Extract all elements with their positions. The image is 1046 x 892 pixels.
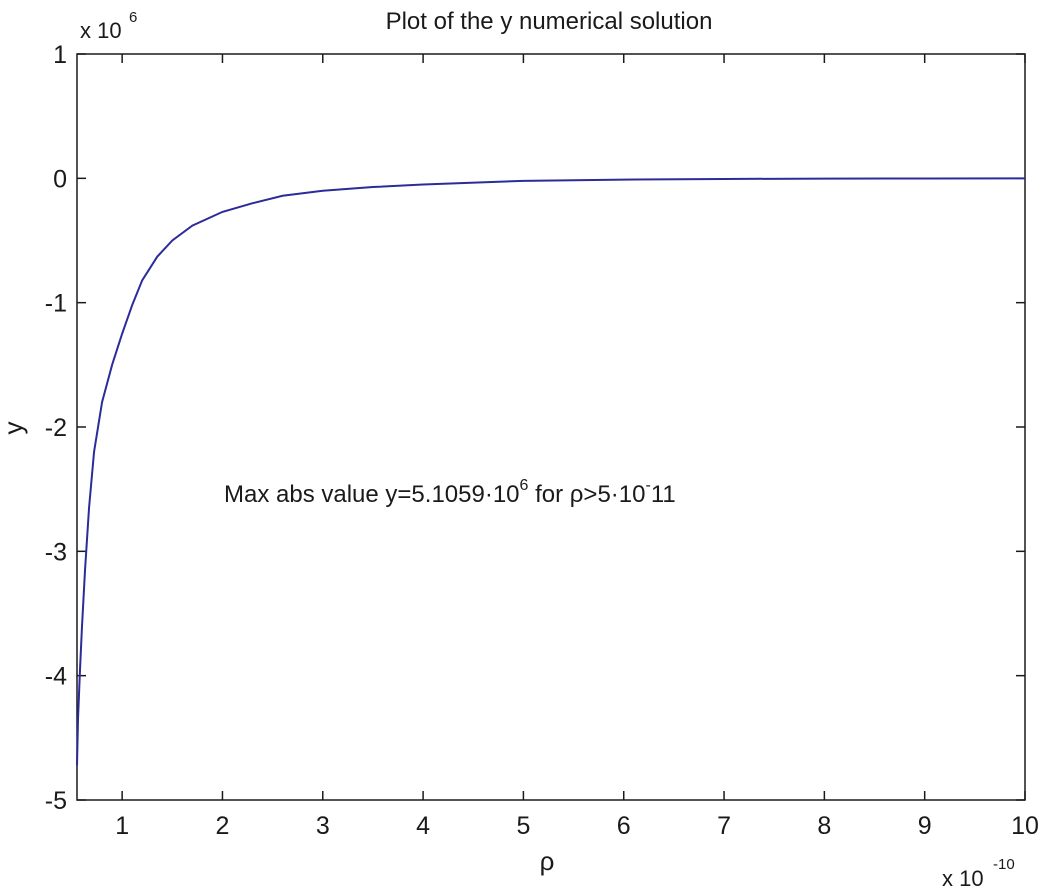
y-tick-label: -1: [45, 290, 67, 318]
x-multiplier: x 10 -10: [942, 856, 1015, 891]
annotation: Max abs value y=5.1059·106 for ρ>5·10-11: [224, 477, 676, 508]
ticks: [77, 53, 1026, 801]
y-tick-label: 1: [53, 41, 67, 69]
x-tick-label: 9: [918, 812, 932, 840]
y-multiplier-exponent: 6: [129, 9, 137, 26]
series-line: [76, 177, 1026, 766]
x-tick-label: 5: [516, 812, 530, 840]
x-tick-label: 8: [817, 812, 831, 840]
annotation-sup-2: -: [645, 477, 650, 494]
annotation-sup-1: 6: [520, 477, 529, 494]
y-tick-label: -3: [45, 538, 67, 566]
y-tick-label: -4: [45, 663, 67, 691]
x-tick-label: 6: [617, 812, 631, 840]
x-tick-label: 2: [216, 812, 230, 840]
x-axis-label: ρ: [540, 846, 555, 876]
plot-area-frame: [76, 53, 1026, 801]
y-tick-label: -2: [45, 414, 67, 442]
x-tick-label: 1: [115, 812, 129, 840]
x-tick-label: 4: [416, 812, 430, 840]
annotation-text-1: Max abs value y=5.1059·10: [224, 481, 520, 508]
x-tick-label: 3: [316, 812, 330, 840]
chart-title: Plot of the y numerical solution: [386, 8, 713, 35]
y-axis-label: y: [0, 422, 28, 435]
x-tick-label: 10: [1011, 812, 1039, 840]
annotation-text-2: for ρ>5·10: [528, 481, 645, 508]
y-multiplier-base: x 10: [80, 18, 122, 43]
y-multiplier: x 10 6: [80, 9, 137, 43]
y-tick-label: 0: [53, 165, 67, 193]
annotation-text-3: 11: [651, 481, 676, 508]
x-multiplier-base: x 10: [942, 866, 984, 891]
y-tick-label: -5: [45, 787, 67, 815]
x-tick-label: 7: [717, 812, 731, 840]
x-multiplier-exponent: -10: [993, 856, 1015, 873]
